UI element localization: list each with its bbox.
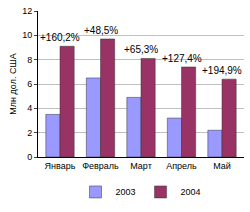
- svg-text:Январь: Январь: [45, 161, 76, 171]
- svg-text:Май: Май: [213, 161, 231, 171]
- svg-text:4: 4: [27, 103, 32, 113]
- svg-text:Февраль: Февраль: [82, 161, 119, 171]
- svg-text:+48,5%: +48,5%: [84, 25, 118, 36]
- svg-text:+160,2%: +160,2%: [40, 32, 80, 43]
- svg-text:+194,9%: +194,9%: [202, 65, 242, 76]
- svg-text:Апрель: Апрель: [166, 161, 197, 171]
- svg-text:6: 6: [27, 79, 32, 89]
- svg-text:2004: 2004: [181, 187, 201, 197]
- svg-text:2: 2: [27, 128, 32, 138]
- svg-text:Март: Март: [130, 161, 152, 171]
- svg-text:+127,4%: +127,4%: [162, 53, 202, 64]
- svg-text:+65,3%: +65,3%: [124, 44, 158, 55]
- svg-text:12: 12: [22, 6, 32, 16]
- svg-text:2003: 2003: [116, 187, 136, 197]
- svg-text:8: 8: [27, 55, 32, 65]
- svg-text:Млн дол. США: Млн дол. США: [8, 53, 18, 114]
- svg-text:10: 10: [22, 30, 32, 40]
- svg-text:0: 0: [27, 152, 32, 162]
